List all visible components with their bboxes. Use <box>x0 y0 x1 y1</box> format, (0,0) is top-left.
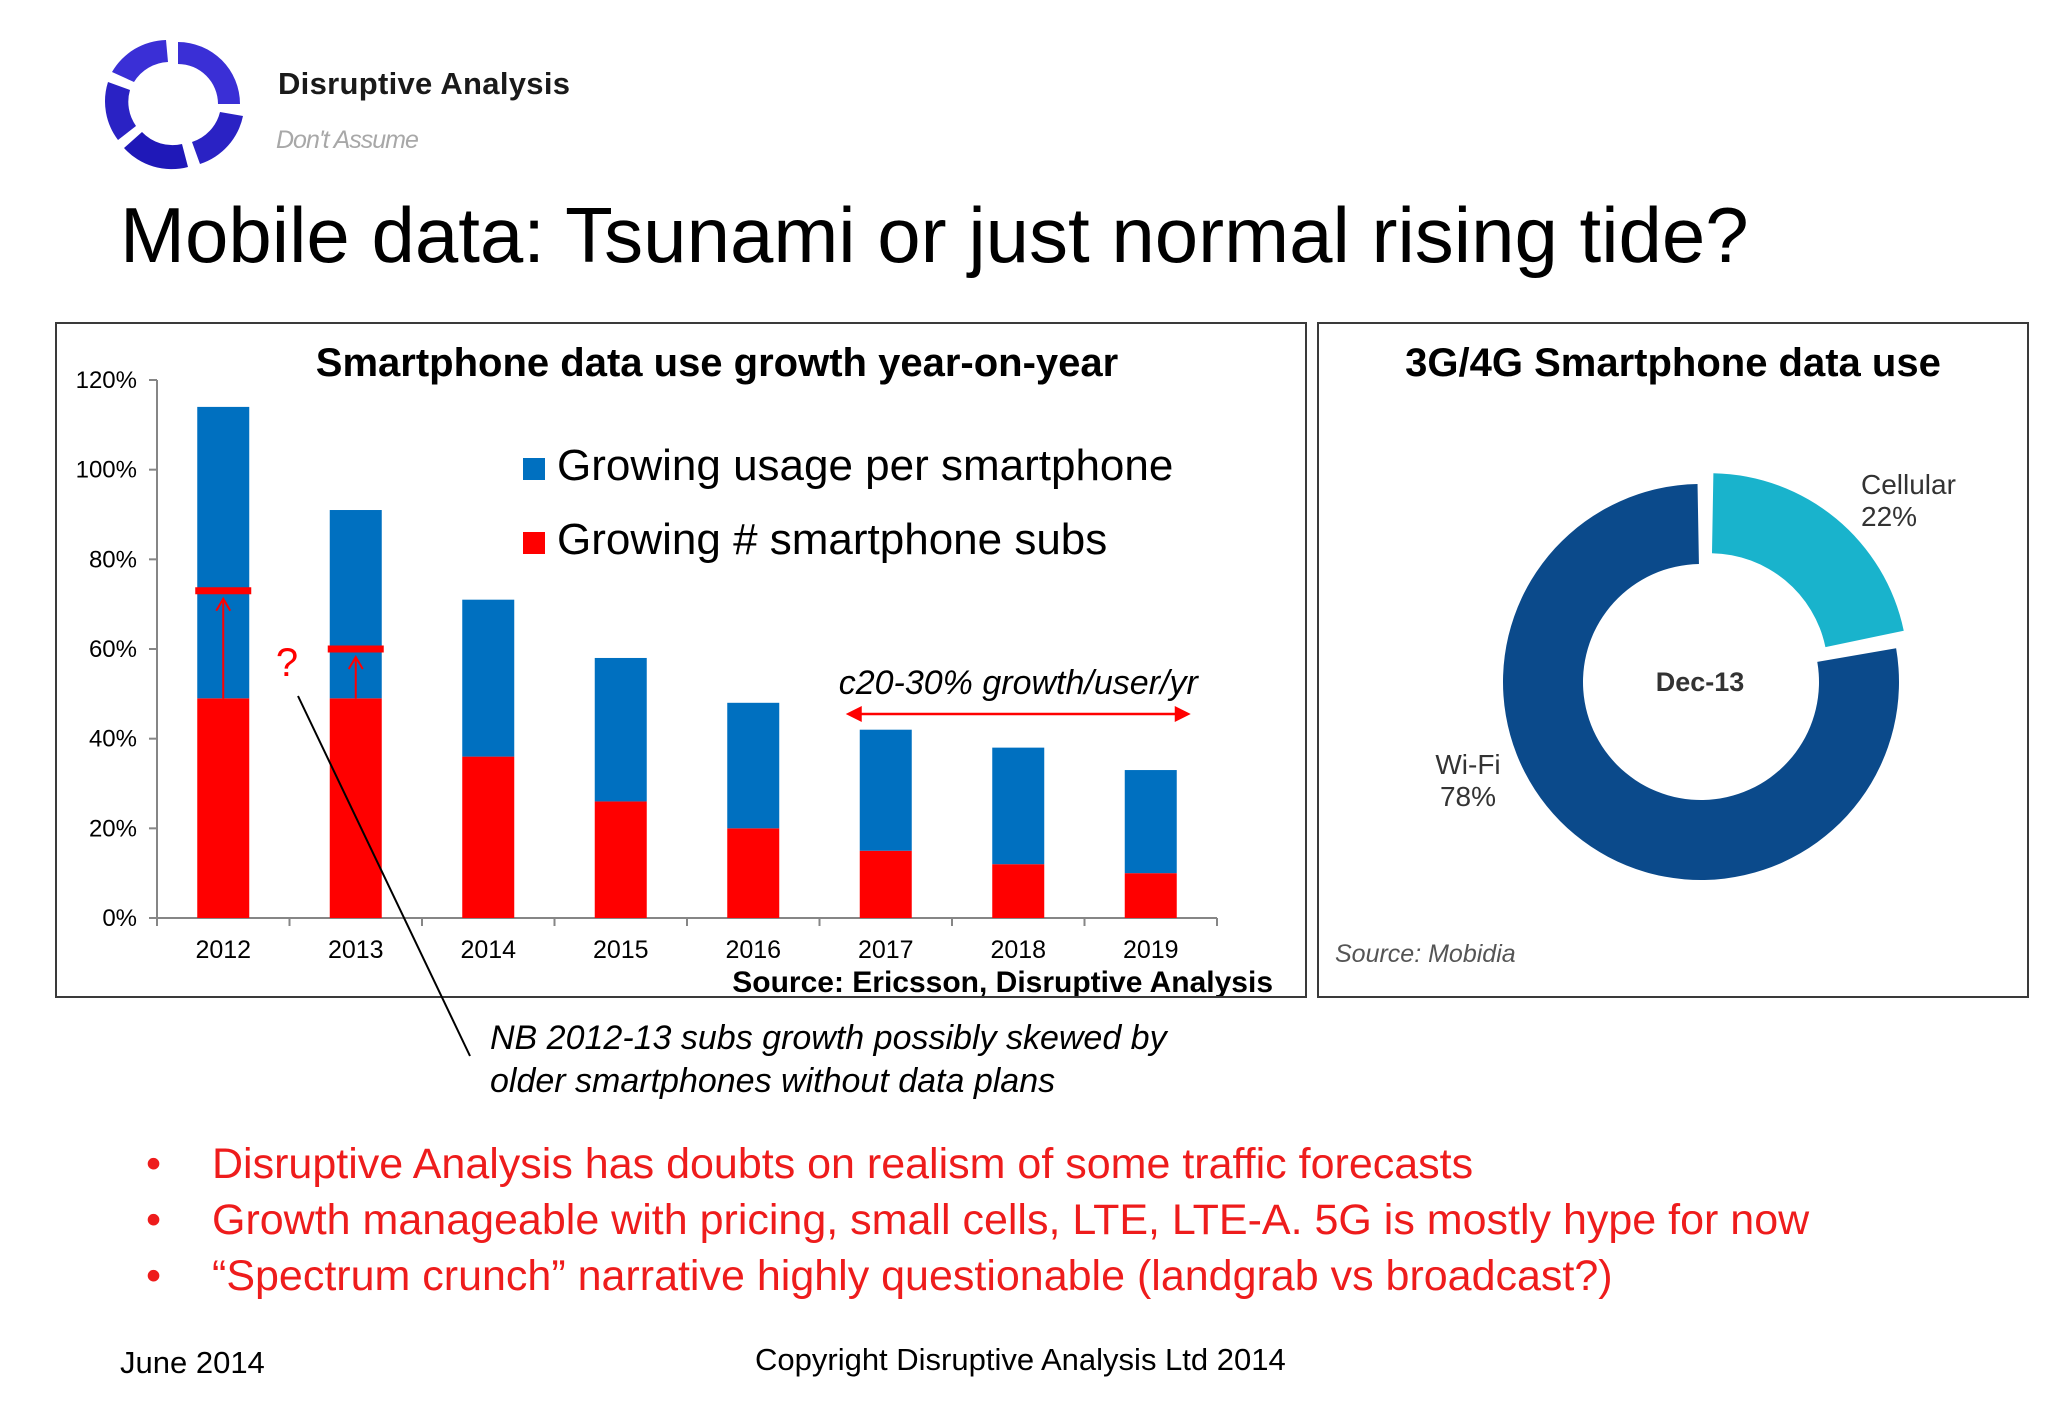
y-tick-label: 20% <box>89 815 137 842</box>
y-tick-label: 40% <box>89 726 137 753</box>
donut-slice <box>1503 484 1899 880</box>
brand-tagline: Don't Assume <box>276 126 419 154</box>
bar-segment <box>992 864 1045 918</box>
x-tick-label: 2017 <box>858 936 914 964</box>
donut-title: 3G/4G Smartphone data use <box>1405 341 1941 385</box>
slide-title: Mobile data: Tsunami or just normal risi… <box>120 191 1749 279</box>
bar-segment <box>727 828 780 918</box>
bar-segment <box>462 599 515 757</box>
y-tick-label: 100% <box>76 457 137 484</box>
footer-copyright: Copyright Disruptive Analysis Ltd 2014 <box>755 1342 1286 1377</box>
slice-label-value: 22% <box>1861 501 1917 532</box>
donut-slice <box>1711 473 1904 648</box>
x-tick-label: 2019 <box>1123 936 1179 964</box>
x-tick-label: 2014 <box>460 936 516 964</box>
x-tick-label: 2015 <box>593 936 649 964</box>
y-tick-label: 120% <box>76 367 137 394</box>
legend-swatch <box>523 532 545 554</box>
growth-range-label: c20-30% growth/user/yr <box>839 664 1200 702</box>
brand-name: Disruptive Analysis <box>278 66 571 101</box>
footer-date: June 2014 <box>120 1345 265 1380</box>
bar-segment <box>329 698 382 918</box>
bar-segment <box>727 702 780 829</box>
growth-range-arrow-left <box>845 706 862 722</box>
brand-logo <box>105 40 243 170</box>
y-tick-label: 0% <box>102 905 137 932</box>
donut-center-label: Dec-13 <box>1656 667 1745 697</box>
bar-segment <box>594 657 647 802</box>
legend-label: Growing # smartphone subs <box>557 515 1107 564</box>
bar-chart-panel: Smartphone data use growth year-on-year 0… <box>55 322 1307 998</box>
note-pointer-line <box>297 695 471 1057</box>
bar-chart: Smartphone data use growth year-on-year 0… <box>76 341 1273 996</box>
legend-swatch <box>523 458 545 480</box>
bullet-item: Growth manageable with pricing, small ce… <box>146 1192 1809 1248</box>
x-tick-label: 2018 <box>990 936 1046 964</box>
note-line-2: older smartphones without data plans <box>490 1062 1055 1100</box>
bar-segment <box>859 850 912 918</box>
legend-label: Growing usage per smartphone <box>557 441 1173 490</box>
slice-label-value: 78% <box>1440 781 1496 812</box>
x-tick-label: 2013 <box>328 936 384 964</box>
bullet-list: Disruptive Analysis has doubts on realis… <box>146 1136 1809 1304</box>
marker-arrowhead <box>215 596 232 612</box>
donut-chart-panel: 3G/4G Smartphone data use Cellular 22% Wi-F… <box>1317 322 2029 998</box>
bar-segment <box>1124 873 1177 918</box>
marker-arrowhead <box>347 655 364 670</box>
bar-segment <box>594 801 647 918</box>
growth-range-arrow-right <box>1174 706 1191 722</box>
donut-source: Source: Mobidia <box>1335 940 1516 968</box>
x-tick-label: 2016 <box>725 936 781 964</box>
y-tick-label: 60% <box>89 636 137 663</box>
chart-source: Source: Ericsson, Disruptive Analysis <box>732 966 1273 996</box>
chart-title: Smartphone data use growth year-on-year <box>316 341 1118 385</box>
bar-segment <box>462 756 515 918</box>
bar-segment <box>859 729 912 851</box>
slice-label-name: Cellular <box>1861 469 1956 500</box>
note-line-1: NB 2012-13 subs growth possibly skewed b… <box>490 1019 1169 1057</box>
bar-segment <box>992 747 1045 865</box>
slice-label-name: Wi-Fi <box>1435 749 1500 780</box>
bar-segment <box>197 698 250 918</box>
y-tick-label: 80% <box>89 546 137 573</box>
bar-segment <box>1124 770 1177 874</box>
x-tick-label: 2012 <box>195 936 251 964</box>
question-mark: ? <box>276 641 298 685</box>
bullet-item: “Spectrum crunch” narrative highly quest… <box>146 1248 1809 1304</box>
bullet-item: Disruptive Analysis has doubts on realis… <box>146 1136 1809 1192</box>
